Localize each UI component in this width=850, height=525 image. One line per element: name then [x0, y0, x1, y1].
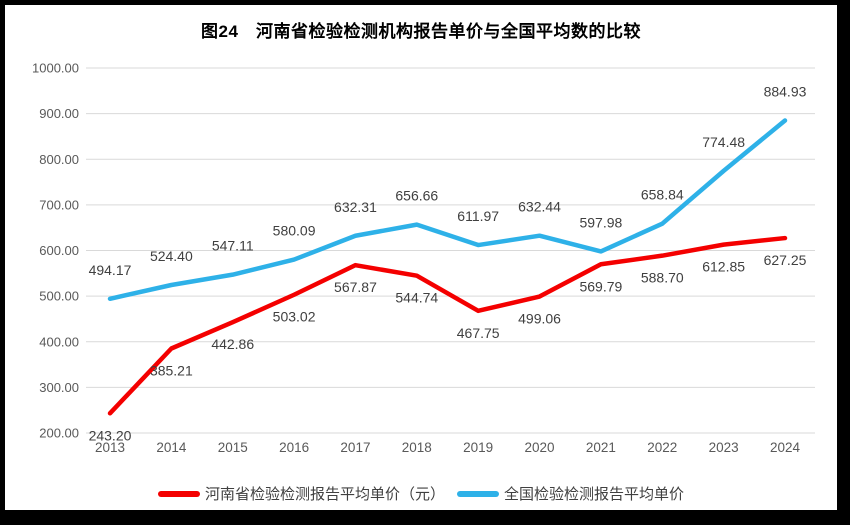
- data-label-series-0: 503.02: [273, 309, 316, 325]
- data-label-series-1: 494.17: [89, 262, 132, 278]
- x-tick-label: 2023: [709, 440, 739, 455]
- data-label-series-0: 442.86: [211, 336, 254, 352]
- data-label-series-0: 569.79: [579, 278, 622, 294]
- x-tick-label: 2022: [647, 440, 677, 455]
- y-tick-label: 700.00: [39, 197, 79, 212]
- chart-legend: 河南省检验检测报告平均单价（元） 全国检验检测报告平均单价: [5, 483, 837, 504]
- chart-title: 图24 河南省检验检测机构报告单价与全国平均数的比较: [201, 22, 641, 41]
- data-label-series-1: 597.98: [579, 214, 622, 230]
- data-label-series-1: 884.93: [764, 84, 807, 100]
- legend-label-national: 全国检验检测报告平均单价: [504, 486, 685, 503]
- data-label-series-0: 499.06: [518, 311, 561, 327]
- x-tick-label: 2013: [95, 440, 125, 455]
- y-tick-label: 500.00: [39, 289, 79, 304]
- x-tick-label: 2014: [156, 440, 187, 455]
- x-tick-label: 2016: [279, 440, 309, 455]
- legend-swatch-henan: [157, 490, 200, 497]
- data-label-series-1: 547.11: [212, 238, 254, 254]
- legend-label-henan: 河南省检验检测报告平均单价（元）: [204, 486, 445, 503]
- data-label-series-0: 612.85: [702, 259, 745, 275]
- data-label-series-1: 658.84: [641, 187, 684, 203]
- data-label-series-0: 385.21: [150, 362, 193, 378]
- x-tick-label: 2024: [770, 440, 801, 455]
- data-label-series-1: 632.31: [334, 199, 377, 215]
- y-tick-label: 900.00: [39, 106, 79, 121]
- data-label-series-1: 632.44: [518, 199, 561, 215]
- legend-item-henan: 河南省检验检测报告平均单价（元）: [157, 483, 445, 504]
- data-label-series-1: 656.66: [395, 188, 438, 204]
- y-tick-label: 800.00: [39, 152, 79, 167]
- y-tick-label: 200.00: [39, 426, 79, 441]
- y-tick-label: 1000.00: [32, 61, 79, 76]
- data-label-series-0: 243.20: [89, 427, 132, 443]
- x-tick-label: 2021: [586, 440, 616, 455]
- x-tick-label: 2019: [463, 440, 493, 455]
- data-label-series-0: 627.25: [764, 252, 807, 268]
- series-line-1: [107, 118, 788, 302]
- data-label-series-1: 580.09: [273, 223, 316, 239]
- legend-item-national: 全国检验检测报告平均单价: [457, 483, 684, 504]
- data-label-series-1: 774.48: [702, 134, 745, 150]
- data-label-series-0: 467.75: [457, 325, 500, 341]
- x-tick-label: 2015: [218, 440, 248, 455]
- y-tick-label: 600.00: [39, 243, 79, 258]
- x-tick-label: 2017: [340, 440, 370, 455]
- data-label-series-1: 524.40: [150, 248, 193, 264]
- legend-swatch-national: [457, 490, 499, 497]
- y-tick-label: 300.00: [39, 380, 79, 395]
- chart-canvas: 图24 河南省检验检测机构报告单价与全国平均数的比较 200.00 300.00 4…: [5, 5, 837, 510]
- x-tick-label: 2018: [402, 440, 432, 455]
- data-label-series-0: 544.74: [395, 290, 438, 306]
- series-line-0: [107, 235, 788, 416]
- y-tick-label: 400.00: [39, 334, 79, 349]
- data-label-series-0: 567.87: [334, 279, 377, 295]
- x-tick-label: 2020: [525, 440, 555, 455]
- data-label-series-1: 611.97: [457, 208, 499, 224]
- data-label-series-0: 588.70: [641, 270, 684, 286]
